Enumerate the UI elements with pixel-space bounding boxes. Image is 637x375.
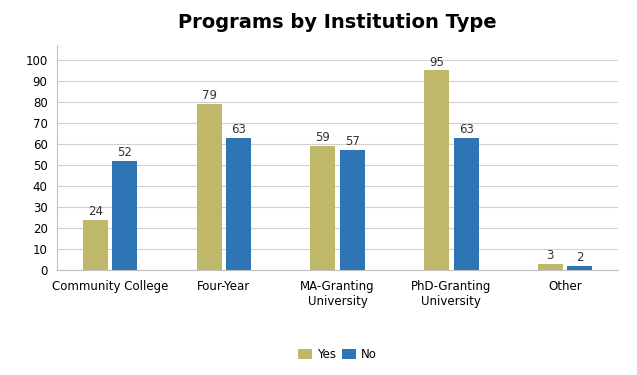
Bar <box>538 264 563 270</box>
Text: 52: 52 <box>117 146 132 159</box>
Bar <box>226 138 251 270</box>
Bar <box>424 70 449 270</box>
Bar <box>112 160 138 270</box>
Bar <box>454 138 478 270</box>
Title: Programs by Institution Type: Programs by Institution Type <box>178 13 497 32</box>
Text: 79: 79 <box>201 89 217 102</box>
Text: 57: 57 <box>345 135 360 148</box>
Text: 59: 59 <box>315 131 330 144</box>
Bar <box>83 219 108 270</box>
Text: 63: 63 <box>231 123 246 136</box>
Text: 95: 95 <box>429 56 444 69</box>
Bar <box>197 104 222 270</box>
Text: 24: 24 <box>88 205 103 218</box>
Text: 3: 3 <box>547 249 554 262</box>
Text: 2: 2 <box>576 251 583 264</box>
Legend: Yes, No: Yes, No <box>294 344 382 366</box>
Text: 63: 63 <box>459 123 473 136</box>
Bar <box>568 266 592 270</box>
Bar <box>340 150 365 270</box>
Bar <box>310 146 335 270</box>
